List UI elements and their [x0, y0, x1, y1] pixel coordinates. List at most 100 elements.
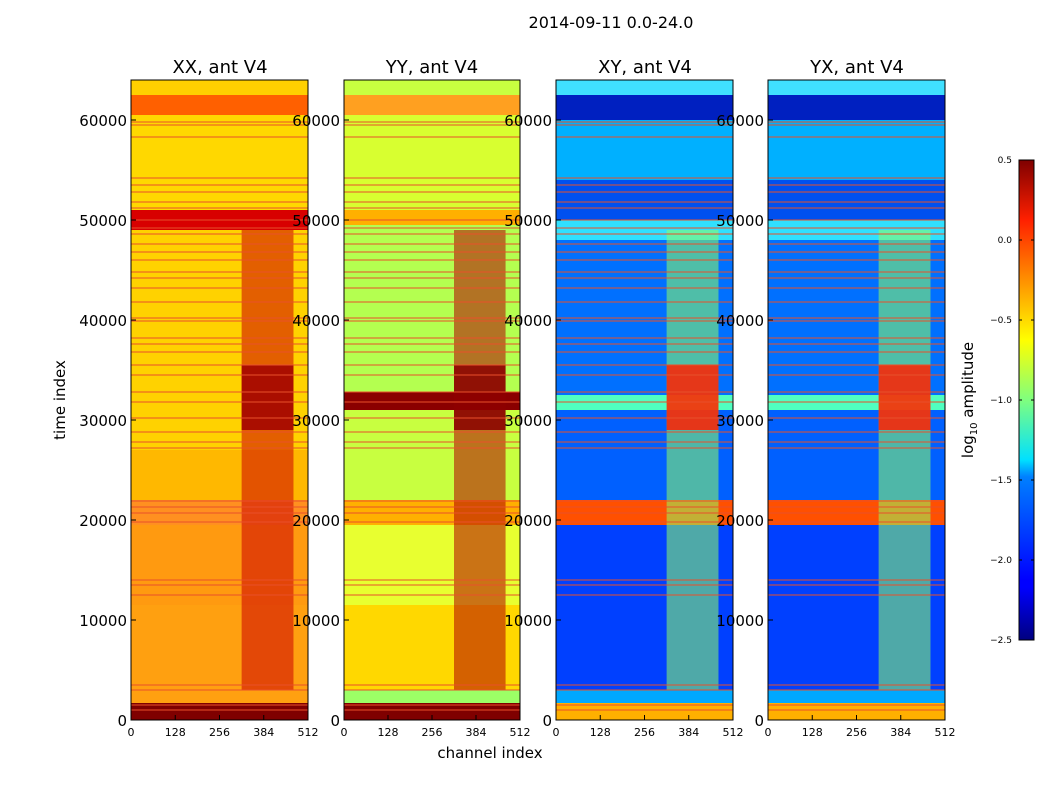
heat-region-xy-9 — [556, 120, 733, 180]
xtick-label-yy-4: 512 — [510, 726, 531, 739]
ytick-label-yx-3: 30000 — [716, 412, 764, 430]
colorbar-ticks: 0.5 0.0 −0.5 −1.0 −1.5 −2.0 −2.5 — [990, 156, 1034, 646]
heat-region-xy-8 — [556, 180, 733, 220]
cb-tick-label-5: −2.0 — [990, 556, 1012, 566]
ytick-label-xx-5: 50000 — [79, 212, 127, 230]
figure-title: 2014-09-11 0.0-24.0 — [529, 13, 694, 32]
heat-region-xy-11 — [556, 80, 733, 95]
ytick-label-yy-0: 0 — [330, 712, 340, 730]
heat-region-yy-8 — [344, 210, 520, 225]
xtick-label-xx-2: 256 — [209, 726, 230, 739]
heat-region-xy-1 — [556, 690, 733, 703]
xtick-label-xy-0: 0 — [553, 726, 560, 739]
colorbar: 0.5 0.0 −0.5 −1.0 −1.5 −2.0 −2.5 log10 amplitu… — [959, 156, 1035, 646]
panel-title-yx: YX, ant V4 — [809, 57, 904, 78]
heat-region-yy-1 — [344, 690, 520, 703]
ytick-label-yy-1: 10000 — [292, 612, 340, 630]
x-axis-label: channel index — [437, 744, 542, 762]
xticks-yx: 0 128 256 384 512 — [765, 715, 956, 739]
ytick-label-xx-2: 20000 — [79, 512, 127, 530]
panel-yx: YX, ant V4 0 128 256 384 512 0 10000 20000 3000… — [716, 57, 955, 739]
cb-tick-label-4: −1.5 — [990, 476, 1012, 486]
xtick-label-xx-1: 128 — [165, 726, 186, 739]
ytick-label-xy-6: 60000 — [504, 112, 552, 130]
xtick-label-yx-1: 128 — [802, 726, 823, 739]
xtick-label-yy-3: 384 — [466, 726, 487, 739]
panel-title-xy: XY, ant V4 — [598, 57, 692, 78]
heat-region-yy-9 — [344, 115, 520, 210]
bright-channel-band-xx — [241, 230, 294, 690]
heat-region-yx-9 — [768, 120, 945, 180]
ytick-label-yx-4: 40000 — [716, 312, 764, 330]
heat-region-yy-11 — [344, 80, 520, 95]
ytick-label-yx-2: 20000 — [716, 512, 764, 530]
heat-region-xx-7 — [131, 115, 308, 210]
panel-xx: XX, ant V4 0 128 256 384 512 0 10000 20000 3000… — [79, 57, 318, 739]
colorbar-label-sub: 10 — [969, 422, 980, 435]
panel-xy: XY, ant V4 0 128 256 384 512 0 10000 20000 3000… — [504, 57, 743, 739]
ytick-label-xy-2: 20000 — [504, 512, 552, 530]
yticks-yy: 0 10000 20000 30000 40000 50000 60000 — [292, 112, 349, 730]
bright-channel-band-yx — [878, 230, 931, 690]
colorbar-label: log10 amplitude — [959, 342, 980, 458]
hot-block-xx — [241, 365, 294, 430]
yticks-xx: 0 10000 20000 30000 40000 50000 60000 — [79, 112, 136, 730]
bright-channel-band-yy — [454, 230, 506, 690]
xtick-label-yy-0: 0 — [341, 726, 348, 739]
colorbar-label-suffix: amplitude — [959, 342, 977, 423]
heat-region-xx-9 — [131, 80, 308, 95]
xtick-label-xx-0: 0 — [128, 726, 135, 739]
heatmap-yy — [344, 80, 520, 720]
ytick-label-xy-0: 0 — [542, 712, 552, 730]
xtick-label-yx-4: 512 — [935, 726, 956, 739]
ytick-label-xy-3: 30000 — [504, 412, 552, 430]
xtick-label-yy-1: 128 — [378, 726, 399, 739]
xtick-label-yx-3: 384 — [890, 726, 911, 739]
xtick-label-xy-1: 128 — [590, 726, 611, 739]
yticks-xy: 0 10000 20000 30000 40000 50000 60000 — [504, 112, 561, 730]
panel-yy: YY, ant V4 0 128 256 384 512 0 10000 20000 3000… — [292, 57, 530, 739]
xtick-label-yx-0: 0 — [765, 726, 772, 739]
y-axis-label: time index — [51, 360, 69, 440]
heatmap-xx — [131, 80, 308, 720]
ytick-label-xx-6: 60000 — [79, 112, 127, 130]
ytick-label-xy-1: 10000 — [504, 612, 552, 630]
heat-region-yx-11 — [768, 80, 945, 95]
xtick-label-xy-2: 256 — [634, 726, 655, 739]
yticks-yx: 0 10000 20000 30000 40000 50000 60000 — [716, 112, 773, 730]
heat-region-yx-10 — [768, 95, 945, 120]
ytick-label-xx-4: 40000 — [79, 312, 127, 330]
xticks-xx: 0 128 256 384 512 — [128, 715, 319, 739]
heat-region-xy-10 — [556, 95, 733, 120]
ytick-label-xx-1: 10000 — [79, 612, 127, 630]
ytick-label-yy-4: 40000 — [292, 312, 340, 330]
xtick-label-xx-3: 384 — [253, 726, 274, 739]
cb-tick-label-3: −1.0 — [990, 396, 1012, 406]
heat-region-yx-8 — [768, 180, 945, 220]
ytick-label-yx-6: 60000 — [716, 112, 764, 130]
heat-region-xx-8 — [131, 95, 308, 115]
xtick-label-xy-3: 384 — [678, 726, 699, 739]
heatmap-xy — [556, 80, 733, 720]
ytick-label-xy-4: 40000 — [504, 312, 552, 330]
ytick-label-yx-1: 10000 — [716, 612, 764, 630]
xtick-label-yy-2: 256 — [422, 726, 443, 739]
ytick-label-xx-3: 30000 — [79, 412, 127, 430]
hot-block-yy — [454, 365, 506, 430]
heat-region-yy-10 — [344, 95, 520, 115]
cb-tick-label-1: 0.0 — [998, 236, 1013, 246]
panel-title-xx: XX, ant V4 — [172, 57, 267, 78]
heat-region-yx-1 — [768, 690, 945, 703]
ytick-label-yy-5: 50000 — [292, 212, 340, 230]
xticks-yy: 0 128 256 384 512 — [341, 715, 531, 739]
panel-title-yy: YY, ant V4 — [385, 57, 478, 78]
colorbar-label-prefix: log — [959, 435, 977, 458]
hot-block-xy — [666, 365, 719, 430]
ytick-label-yx-0: 0 — [754, 712, 764, 730]
ytick-label-yx-5: 50000 — [716, 212, 764, 230]
ytick-label-yy-3: 30000 — [292, 412, 340, 430]
ytick-label-xx-0: 0 — [117, 712, 127, 730]
hot-block-yx — [878, 365, 931, 430]
ytick-label-xy-5: 50000 — [504, 212, 552, 230]
